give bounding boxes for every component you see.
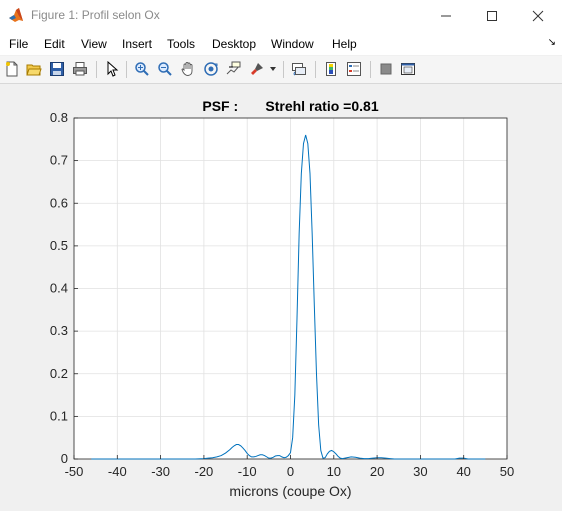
x-tick-label: 0 bbox=[287, 464, 294, 479]
brush-icon bbox=[251, 63, 263, 75]
x-tick-label: 30 bbox=[413, 464, 427, 479]
x-tick-label: 10 bbox=[327, 464, 341, 479]
print-button[interactable] bbox=[71, 60, 89, 78]
x-tick-label: 20 bbox=[370, 464, 384, 479]
hide-plot-tools-icon bbox=[380, 63, 392, 75]
minimize-button[interactable] bbox=[423, 0, 469, 31]
maximize-icon bbox=[487, 10, 497, 21]
matlab-logo-icon bbox=[8, 7, 24, 23]
x-axis-label: microns (coupe Ox) bbox=[229, 483, 351, 499]
data-cursor-icon bbox=[226, 61, 241, 75]
x-tick-label: -50 bbox=[65, 464, 84, 479]
x-tick-label: -30 bbox=[151, 464, 170, 479]
zoom-in-icon bbox=[135, 62, 149, 76]
zoom-out-button[interactable] bbox=[156, 60, 174, 78]
y-tick-label: 0.6 bbox=[50, 195, 68, 210]
x-tick-label: -40 bbox=[108, 464, 127, 479]
insert-colorbar-button[interactable] bbox=[322, 60, 340, 78]
x-tick-label: -20 bbox=[195, 464, 214, 479]
data-cursor-button[interactable] bbox=[225, 60, 243, 78]
open-file-button[interactable] bbox=[25, 60, 43, 78]
insert-legend-icon bbox=[347, 62, 361, 76]
close-icon bbox=[532, 10, 544, 21]
y-tick-label: 0.1 bbox=[50, 408, 68, 423]
y-tick-label: 0.7 bbox=[50, 153, 68, 168]
y-tick-label: 0 bbox=[61, 451, 68, 466]
open-file-icon bbox=[26, 64, 42, 76]
print-icon bbox=[73, 62, 87, 76]
zoom-out-icon bbox=[158, 62, 172, 76]
rotate-3d-icon bbox=[204, 62, 218, 76]
toolbar bbox=[0, 56, 562, 84]
dock-arrow-icon[interactable]: ↘ bbox=[547, 37, 556, 48]
title-bar: Figure 1: Profil selon Ox bbox=[0, 0, 562, 31]
window-title: Figure 1: Profil selon Ox bbox=[31, 8, 160, 22]
save-button[interactable] bbox=[48, 60, 66, 78]
chevron-down-icon bbox=[270, 67, 276, 71]
minimize-icon bbox=[441, 15, 451, 16]
pointer-icon bbox=[107, 61, 119, 77]
new-figure-button[interactable] bbox=[3, 60, 21, 78]
brush-dropdown-button[interactable] bbox=[268, 60, 278, 78]
figure-canvas[interactable]: -50 -40 -30 -20 -10 0 10 20 30 40 50 0 0.1 0.2 0.3 0.4 0… bbox=[0, 84, 562, 506]
psf-line-series bbox=[91, 134, 486, 460]
menu-insert[interactable]: Insert bbox=[122, 37, 153, 51]
close-button[interactable] bbox=[515, 0, 561, 31]
y-tick-label: 0.3 bbox=[50, 323, 68, 338]
hide-plot-tools-button[interactable] bbox=[377, 60, 395, 78]
zoom-in-button[interactable] bbox=[133, 60, 151, 78]
pointer-button[interactable] bbox=[103, 60, 121, 78]
x-tick-label: 50 bbox=[500, 464, 514, 479]
show-plot-tools-icon bbox=[401, 63, 415, 75]
y-tick-label: 0.8 bbox=[50, 110, 68, 125]
brush-button[interactable] bbox=[248, 60, 266, 78]
menu-desktop[interactable]: Desktop bbox=[212, 37, 257, 51]
menu-view[interactable]: View bbox=[81, 37, 107, 51]
psf-profile-chart: -50 -40 -30 -20 -10 0 10 20 30 40 50 0 0.1 0.2 0.3 0.4 0… bbox=[50, 98, 514, 499]
menu-tools[interactable]: Tools bbox=[167, 37, 196, 51]
menu-bar: File Edit View Insert Tools Desktop Wind… bbox=[0, 31, 562, 55]
menu-window[interactable]: Window bbox=[271, 37, 314, 51]
show-plot-tools-button[interactable] bbox=[399, 60, 417, 78]
rotate-3d-button[interactable] bbox=[202, 60, 220, 78]
new-figure-icon bbox=[6, 61, 18, 77]
pan-button[interactable] bbox=[179, 60, 197, 78]
chart-title: PSF : Strehl ratio =0.81 bbox=[202, 98, 378, 114]
link-plot-icon bbox=[292, 63, 306, 76]
menu-edit[interactable]: Edit bbox=[44, 37, 65, 51]
maximize-button[interactable] bbox=[469, 0, 515, 31]
menu-help[interactable]: Help bbox=[332, 37, 357, 51]
save-icon bbox=[50, 62, 64, 76]
link-plot-button[interactable] bbox=[290, 60, 308, 78]
y-tick-label: 0.2 bbox=[50, 366, 68, 381]
pan-icon bbox=[181, 62, 193, 76]
y-tick-label: 0.5 bbox=[50, 238, 68, 253]
y-tick-label: 0.4 bbox=[50, 281, 68, 296]
x-tick-label: -10 bbox=[238, 464, 257, 479]
menu-file[interactable]: File bbox=[9, 37, 29, 51]
insert-colorbar-icon bbox=[326, 62, 336, 76]
x-tick-label: 40 bbox=[456, 464, 470, 479]
insert-legend-button[interactable] bbox=[345, 60, 363, 78]
